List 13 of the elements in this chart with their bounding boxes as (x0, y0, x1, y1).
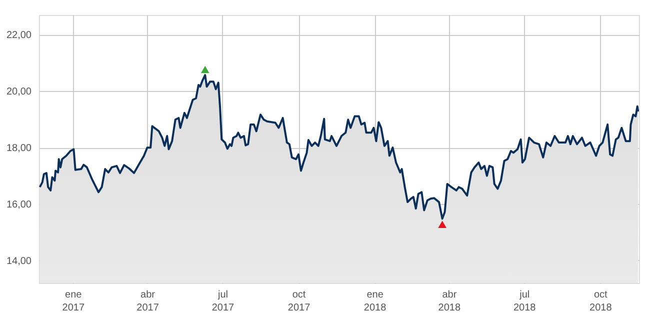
x-tick-label: jul 2018 (514, 290, 536, 314)
y-tick-label: 20,00 (6, 86, 32, 98)
x-tick-label: oct 2017 (288, 290, 311, 314)
x-tick-label: abr 2018 (438, 290, 461, 314)
y-tick-label: 18,00 (6, 143, 32, 154)
y-tick-label: 22,00 (6, 30, 32, 42)
y-tick-label: 14,00 (6, 256, 32, 267)
y-tick-label: 16,00 (6, 200, 32, 211)
x-tick-label: oct 2018 (590, 290, 612, 314)
x-tick-label: ene 2018 (364, 290, 387, 314)
x-tick-label: abr 2017 (136, 290, 160, 314)
x-tick-label: ene 2017 (62, 290, 85, 314)
x-tick-label: jul 2017 (212, 290, 235, 314)
